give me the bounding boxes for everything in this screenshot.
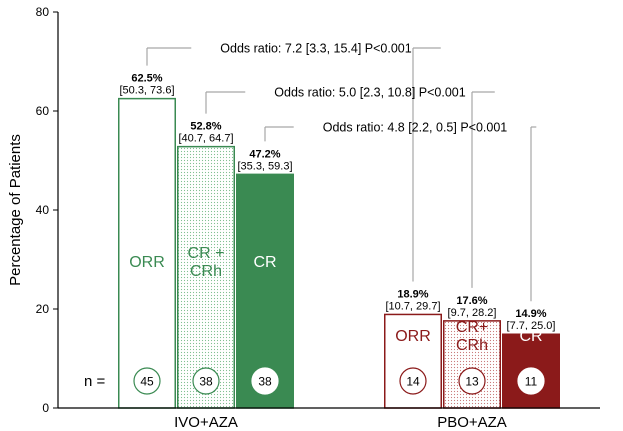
data-label: 18.9% (397, 288, 428, 300)
y-tick-label: 40 (36, 203, 50, 217)
y-axis-label: Percentage of Patients (7, 134, 24, 286)
data-label: 47.2% (249, 148, 280, 160)
bar-category-label: CR+ (456, 319, 488, 336)
bar-category-label: CRh (456, 337, 488, 354)
comparison-brackets: Odds ratio: 7.2 [3.3, 15.4] P<0.001 Odds … (146, 42, 537, 302)
odds-ratio-annotation: Odds ratio: 7.2 [3.3, 15.4] P<0.001 (220, 42, 411, 56)
data-label: 14.9% (515, 308, 546, 320)
n-count: 45 (140, 375, 154, 389)
ci-label: [35.3, 59.3] (237, 160, 292, 172)
data-label: 62.5% (131, 73, 162, 85)
n-count-circle (251, 367, 279, 395)
y-tick-label: 60 (36, 104, 50, 118)
bar-category-label: ORR (129, 254, 165, 271)
bar-category-label: CR + (188, 245, 225, 262)
bars: 62.5%[50.3, 73.6] ORR 45 52.8%[40.7, 64.7] C… (118, 73, 560, 409)
x-tick-label: IVO+AZA (174, 414, 238, 431)
bar (118, 97, 176, 409)
ci-label: [40.7, 64.7] (178, 133, 233, 145)
odds-ratio-annotation: Odds ratio: 4.8 [2.2, 0.5] P<0.001 (323, 121, 508, 135)
n-count: 38 (258, 375, 272, 389)
n-count: 38 (199, 375, 213, 389)
odds-ratio-annotation: Odds ratio: 5.0 [2.3, 10.8] P<0.001 (274, 86, 465, 100)
n-count-circle (192, 367, 220, 395)
n-label: n = (84, 373, 106, 390)
y-tick-label: 20 (36, 302, 50, 316)
bar (177, 145, 235, 409)
data-label: 17.6% (456, 295, 487, 307)
bar-category-label: CRh (190, 263, 222, 280)
n-count-circle (517, 367, 545, 395)
bar-category-label: CR (253, 254, 276, 271)
bar-category-label: ORR (395, 328, 431, 345)
ci-label: [7.7, 25.0] (507, 320, 556, 332)
ci-label: [50.3, 73.6] (119, 85, 174, 97)
data-label: 52.8% (190, 121, 221, 133)
n-count: 13 (465, 375, 479, 389)
n-count-circle (399, 367, 427, 395)
n-count-circle (458, 367, 486, 395)
bar-category-label: CR (519, 328, 542, 345)
y-tick-label: 80 (36, 5, 50, 19)
n-count: 14 (406, 375, 420, 389)
x-tick-label: PBO+AZA (437, 414, 507, 431)
n-count: 11 (525, 375, 538, 389)
ci-label: [10.7, 29.7] (385, 300, 440, 312)
y-tick-label: 0 (42, 401, 49, 415)
ci-label: [9.7, 28.2] (448, 307, 497, 319)
n-count-circle (133, 367, 161, 395)
axes: 0 20 40 60 80 Percentage of Patients n = IVO+AZ… (7, 5, 600, 431)
